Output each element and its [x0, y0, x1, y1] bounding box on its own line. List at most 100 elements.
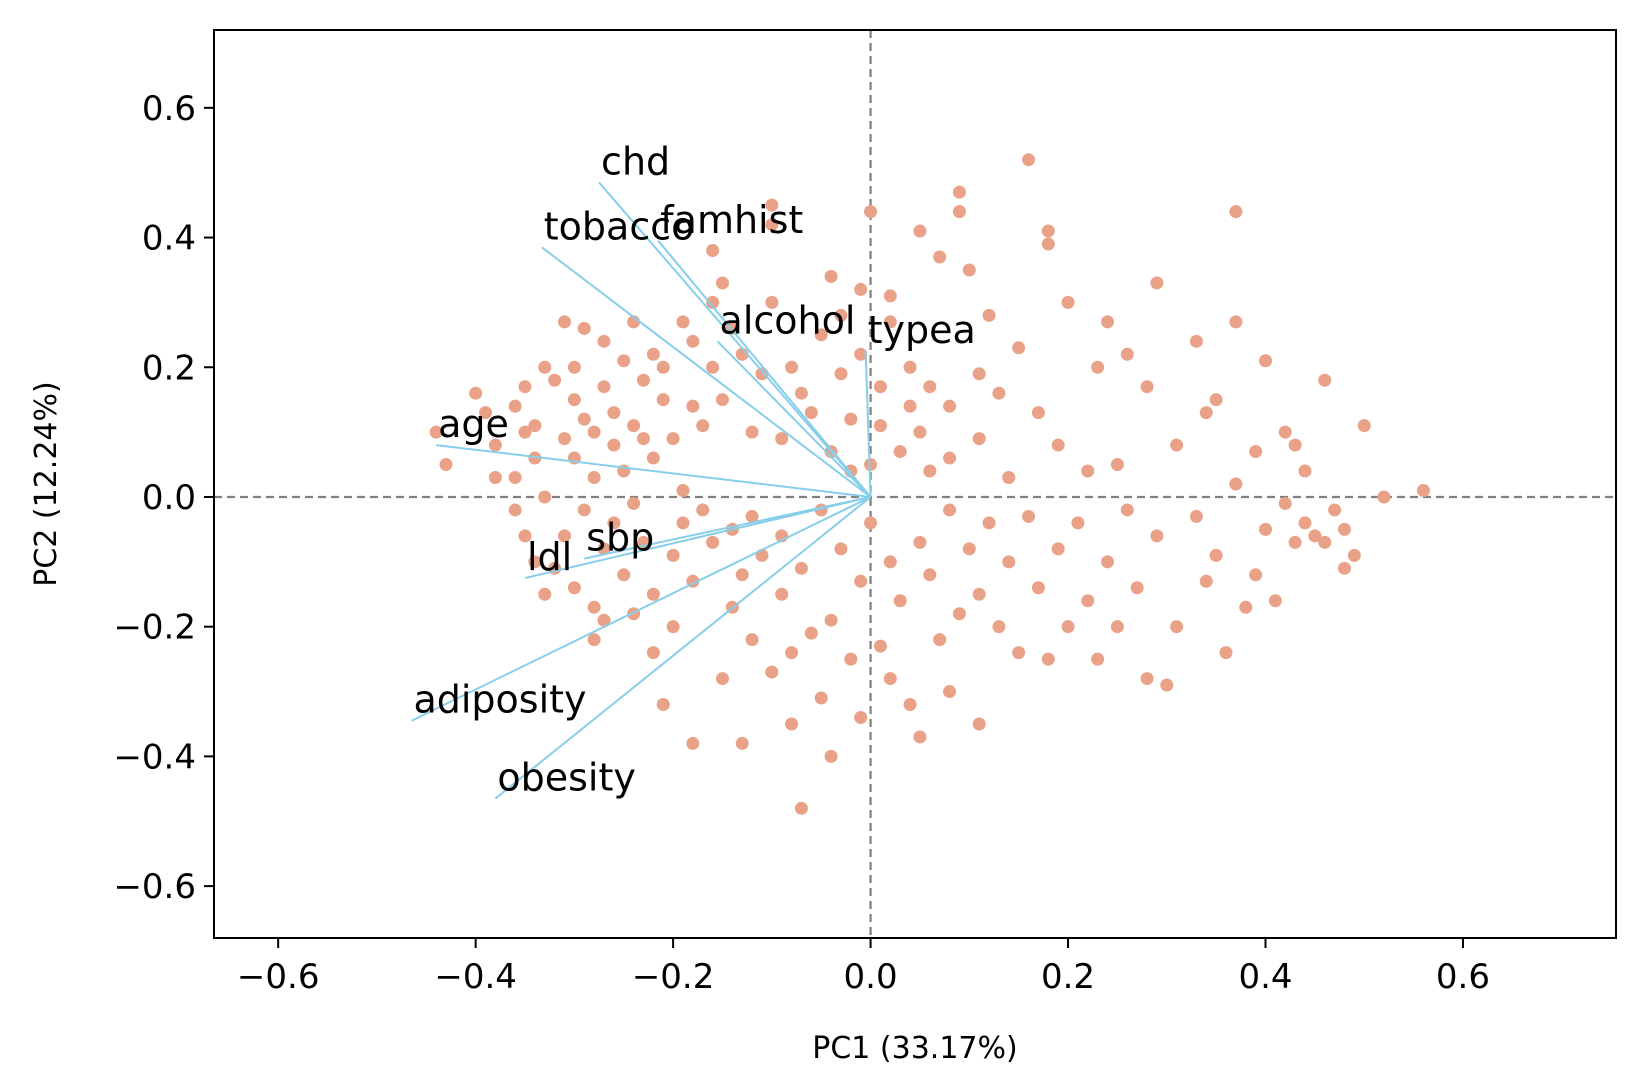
scatter-point [814, 691, 828, 705]
scatter-point [567, 360, 581, 374]
scatter-point [1229, 315, 1243, 329]
scatter-point [844, 652, 858, 666]
scatter-point [982, 516, 996, 530]
scatter-point [864, 205, 878, 219]
scatter-point [765, 218, 779, 232]
loading-vector-typea [864, 351, 872, 498]
scatter-point [1101, 555, 1115, 569]
scatter-point [864, 516, 878, 530]
loading-label-alcohol: alcohol [720, 298, 856, 342]
scatter-point [706, 360, 720, 374]
scatter-point [558, 315, 571, 329]
scatter-point [1091, 360, 1105, 374]
scatter-point [893, 445, 907, 459]
scatter-point [755, 367, 769, 381]
scatter-point [656, 360, 670, 374]
scatter-point [528, 419, 542, 433]
scatter-point [804, 406, 818, 420]
scatter-point [1041, 224, 1055, 238]
scatter-point [518, 380, 532, 394]
scatter-point [745, 633, 759, 647]
y-tick-label: −0.2 [113, 608, 196, 648]
scatter-point [854, 574, 868, 588]
scatter-point [765, 295, 779, 309]
scatter-point [1209, 548, 1223, 562]
y-tick-label: −0.6 [113, 867, 196, 907]
scatter-point [1416, 483, 1430, 497]
scatter-point [617, 568, 631, 582]
scatter-point [1081, 464, 1095, 478]
scatter-point [518, 425, 532, 439]
scatter-point [1041, 237, 1055, 251]
scatter-point [1239, 600, 1253, 614]
scatter-point [1288, 535, 1302, 549]
scatter-point [765, 665, 779, 679]
scatter-point [903, 698, 917, 712]
scatter-point [1377, 490, 1391, 504]
scatter-point [715, 672, 729, 686]
scatter-point [1259, 354, 1272, 368]
scatter-point [577, 412, 591, 426]
scatter-point [577, 503, 591, 517]
scatter-point [1318, 373, 1332, 387]
scatter-point [1150, 276, 1164, 290]
scatter-point [488, 471, 502, 485]
scatter-point [962, 263, 976, 277]
scatter-point [656, 393, 670, 407]
scatter-point [913, 425, 927, 439]
scatter-point [962, 542, 976, 556]
scatter-point [893, 594, 907, 608]
scatter-point [686, 399, 700, 413]
scatter-point [439, 458, 453, 472]
scatter-point [1031, 406, 1045, 420]
scatter-point [1189, 509, 1203, 523]
scatter-point [715, 276, 729, 290]
scatter-point [992, 386, 1006, 400]
scatter-point [646, 451, 660, 465]
scatter-point [627, 419, 641, 433]
x-tick-label: 0.4 [1238, 957, 1292, 997]
scatter-point [686, 736, 700, 750]
scatter-point [1229, 477, 1243, 491]
scatter-point [775, 432, 789, 446]
plot-frame [213, 29, 1617, 939]
scatter-point [508, 503, 522, 517]
scatter-point [567, 581, 581, 595]
scatter-point [854, 710, 868, 724]
scatter-point [646, 646, 660, 660]
x-tick-label: 0.6 [1436, 957, 1490, 997]
scatter-point [607, 516, 621, 530]
scatter-point [1022, 509, 1036, 523]
loading-vector-age [436, 444, 871, 498]
scatter-point [479, 406, 493, 420]
scatter-point [952, 205, 966, 219]
scatter-point [706, 535, 720, 549]
scatter-point [597, 542, 611, 556]
scatter-point [567, 393, 581, 407]
scatter-point [1318, 535, 1332, 549]
scatter-point [834, 542, 848, 556]
loading-vector-ldl [524, 495, 871, 580]
scatter-point [1041, 652, 1055, 666]
scatter-point [597, 613, 611, 627]
loading-label-sbp: sbp [586, 516, 654, 560]
scatter-point [1199, 406, 1213, 420]
scatter-point [923, 380, 937, 394]
scatter-point [1140, 672, 1154, 686]
scatter-point [636, 373, 650, 387]
loading-vector-chd [598, 181, 872, 498]
scatter-point [469, 386, 483, 400]
loading-label-adiposity: adiposity [413, 678, 586, 722]
x-tick-label: 0.0 [844, 957, 898, 997]
scatter-point [834, 367, 848, 381]
scatter-point [1061, 295, 1075, 309]
scatter-point [775, 587, 789, 601]
scatter-point [992, 620, 1006, 634]
scatter-point [1031, 581, 1045, 595]
scatter-point [1150, 529, 1164, 543]
y-tick-label: 0.4 [142, 219, 196, 259]
scatter-point [824, 613, 838, 627]
scatter-point [1288, 438, 1302, 452]
